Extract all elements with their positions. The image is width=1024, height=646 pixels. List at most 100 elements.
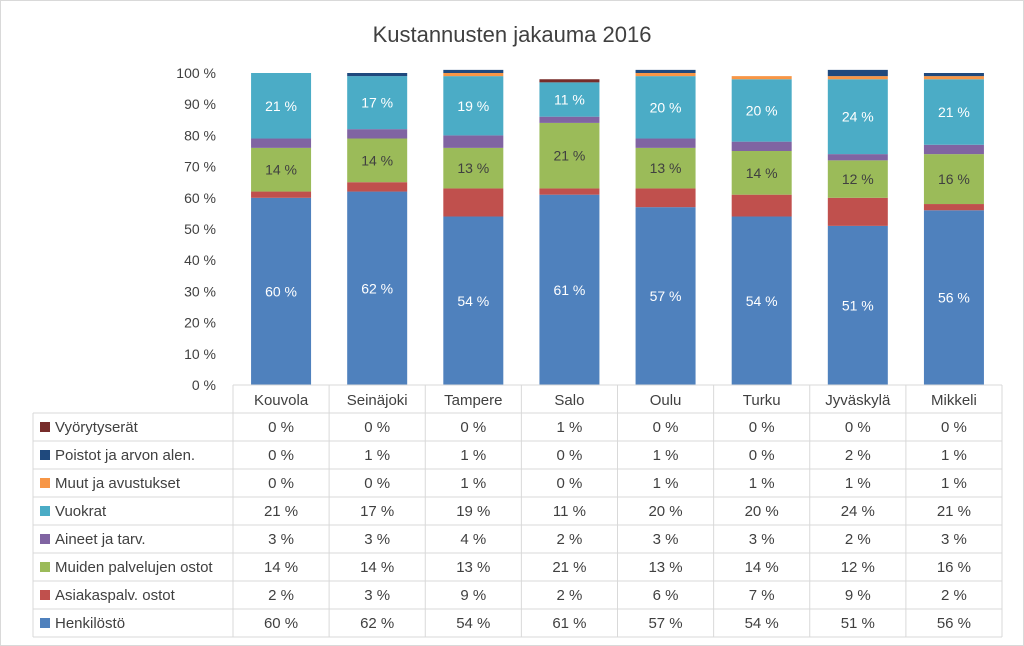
table-cell-value: 11 %	[553, 503, 586, 520]
bar-segment	[347, 73, 408, 77]
table-cell-value: 0 %	[749, 447, 775, 464]
y-tick-label: 10 %	[184, 346, 216, 362]
table-cell-value: 57 %	[648, 615, 682, 632]
legend-key	[40, 618, 50, 628]
bar-segment	[827, 76, 888, 80]
data-label: 13 %	[457, 160, 489, 176]
table-cell-value: 21 %	[552, 559, 586, 576]
legend-series-name: Muut ja avustukset	[55, 475, 181, 492]
data-label: 21 %	[938, 104, 970, 120]
x-category-label: Mikkeli	[931, 392, 977, 409]
bar-segment	[443, 188, 504, 217]
y-tick-label: 50 %	[184, 221, 216, 237]
bar-segment	[539, 116, 600, 123]
bar-segment	[251, 191, 312, 198]
data-label: 24 %	[842, 109, 874, 125]
table-cell-value: 3 %	[268, 531, 294, 548]
bar-segment	[443, 216, 504, 385]
bar-segment	[539, 82, 600, 117]
bar-segment	[251, 147, 312, 192]
table-cell-value: 0 %	[364, 419, 390, 436]
y-tick-label: 60 %	[184, 190, 216, 206]
y-tick-label: 30 %	[184, 283, 216, 299]
legend-series-name: Asiakaspalv. ostot	[55, 587, 176, 604]
table-cell-value: 20 %	[745, 503, 779, 520]
bar-segment	[923, 204, 984, 211]
bar-segment	[635, 147, 696, 189]
data-label: 14 %	[746, 165, 778, 181]
table-cell-value: 0 %	[268, 475, 294, 492]
table-cell-value: 24 %	[841, 503, 875, 520]
table-cell-value: 14 %	[264, 559, 298, 576]
bar-segment	[347, 191, 408, 385]
x-category-label: Tampere	[444, 392, 502, 409]
bar-segment	[827, 154, 888, 161]
data-label: 60 %	[265, 283, 297, 299]
bar-segment	[731, 151, 792, 195]
data-label: 56 %	[938, 290, 970, 306]
bar-segment	[635, 138, 696, 148]
table-cell-value: 61 %	[552, 615, 586, 632]
table-cell-value: 9 %	[460, 587, 486, 604]
table-cell-value: 2 %	[557, 587, 583, 604]
x-category-label: Salo	[554, 392, 584, 409]
x-category-label: Jyväskylä	[825, 392, 891, 409]
table-cell-value: 60 %	[264, 615, 298, 632]
bar-segment	[731, 79, 792, 142]
table-cell-value: 7 %	[749, 587, 775, 604]
bar-segment	[443, 69, 504, 73]
y-tick-label: 20 %	[184, 315, 216, 331]
y-tick-label: 100 %	[176, 65, 216, 81]
table-cell-value: 56 %	[937, 615, 971, 632]
legend-key	[40, 450, 50, 460]
table-cell-value: 13 %	[456, 559, 490, 576]
table-cell-value: 21 %	[937, 503, 971, 520]
bar-segment	[635, 188, 696, 208]
chart-title: Kustannusten jakauma 2016	[373, 22, 652, 47]
data-label: 54 %	[746, 293, 778, 309]
bar-segment	[923, 210, 984, 385]
bar-segment	[251, 138, 312, 148]
bar-segment	[731, 141, 792, 151]
table-cell-value: 0 %	[653, 419, 679, 436]
table-cell-value: 1 %	[557, 419, 583, 436]
table-cell-value: 1 %	[364, 447, 390, 464]
table-cell-value: 3 %	[364, 531, 390, 548]
data-label: 57 %	[650, 288, 682, 304]
bar-segment	[827, 197, 888, 226]
legend-key	[40, 534, 50, 544]
table-cell-value: 2 %	[845, 447, 871, 464]
table-cell-value: 2 %	[557, 531, 583, 548]
bar-segment	[251, 197, 312, 385]
legend-series-name: Henkilöstö	[55, 615, 125, 632]
legend-series-name: Muiden palvelujen ostot	[55, 559, 213, 576]
data-label: 14 %	[265, 162, 297, 178]
table-cell-value: 19 %	[456, 503, 490, 520]
bar-segment	[539, 79, 600, 83]
data-label: 54 %	[457, 293, 489, 309]
plot-area: 0 % 10 % 20 % 30 % 40 % 50 % 60 % 70 % 80 % 90 % 1…	[176, 65, 1002, 393]
table-cell-value: 1 %	[941, 447, 967, 464]
data-label: 14 %	[361, 152, 393, 168]
table-cell-value: 62 %	[360, 615, 394, 632]
table-cell-value: 6 %	[653, 587, 679, 604]
table-cell-value: 1 %	[653, 447, 679, 464]
data-label: 20 %	[746, 102, 778, 118]
table-cell-value: 0 %	[268, 419, 294, 436]
y-tick-label: 0 %	[192, 377, 216, 393]
table-cell-value: 1 %	[941, 475, 967, 492]
x-category-label: Kouvola	[254, 392, 309, 409]
table-cell-value: 2 %	[268, 587, 294, 604]
table-cell-value: 0 %	[268, 447, 294, 464]
data-label: 51 %	[842, 297, 874, 313]
data-label: 20 %	[650, 99, 682, 115]
legend-series-name: Poistot ja arvon alen.	[55, 447, 195, 464]
bar-segment	[443, 76, 504, 136]
bar-segment	[923, 73, 984, 77]
table-cell-value: 14 %	[745, 559, 779, 576]
table-cell-value: 21 %	[264, 503, 298, 520]
legend-key	[40, 562, 50, 572]
table-cell-value: 20 %	[648, 503, 682, 520]
table-cell-value: 0 %	[845, 419, 871, 436]
data-label: 19 %	[457, 98, 489, 114]
